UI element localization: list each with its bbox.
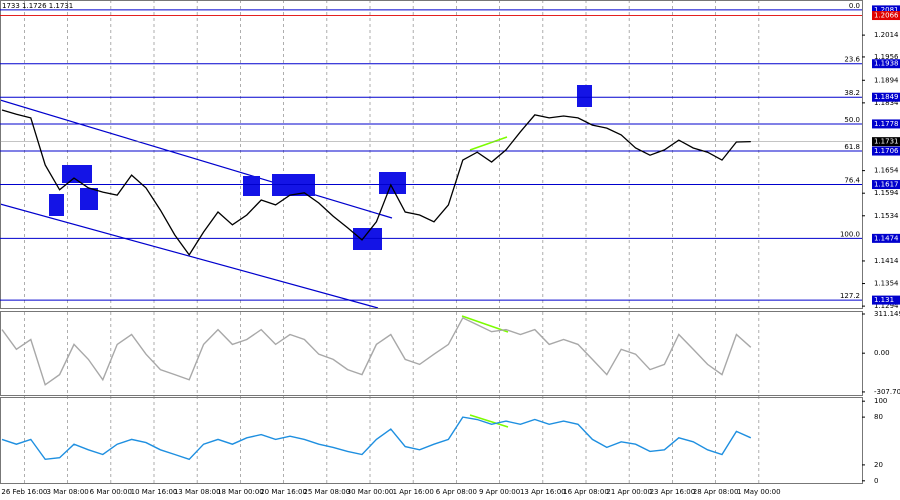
fib-label: 76.4	[844, 177, 860, 185]
y-tick-label: 20	[874, 461, 883, 469]
y-tick-label: 1.1294	[874, 302, 899, 310]
x-tick-label: 6 Mar 00:00	[90, 488, 132, 496]
fib-label: 127.2	[840, 292, 860, 300]
y-tick-label: 1.1834	[874, 99, 899, 107]
y-tick-label: 1.1414	[874, 257, 899, 265]
series-line	[1, 316, 752, 386]
price-box	[872, 180, 900, 190]
y-tick-label: 100	[874, 397, 887, 405]
y-tick-label: 1.1956	[874, 53, 899, 61]
price-box	[872, 146, 900, 156]
x-tick-label: 18 Mar 00:00	[217, 488, 264, 496]
box	[243, 176, 260, 196]
y-tick-label: 1.2014	[874, 31, 899, 39]
x-tick-label: 3 Mar 08:00	[46, 488, 88, 496]
y-tick-label: 0	[874, 477, 878, 485]
fib-label: 38.2	[844, 89, 860, 97]
x-tick-label: 6 Apr 08:00	[436, 488, 477, 496]
price-box-label: 1.1474	[874, 234, 899, 242]
series-line	[1, 109, 751, 257]
price-box-label: 1.1706	[874, 147, 899, 155]
x-tick-label: 16 Apr 08:00	[563, 488, 609, 496]
x-tick-label: 30 Mar 00:00	[347, 488, 394, 496]
channel-upper	[0, 99, 393, 219]
y-tick-label: 1.1354	[874, 280, 899, 288]
box	[62, 165, 92, 183]
channel-lower	[0, 203, 379, 309]
divergence-line	[461, 315, 509, 333]
fib-label: 0.0	[849, 2, 860, 10]
price-box	[872, 92, 900, 102]
y-tick-label: 80	[874, 413, 883, 421]
marker-box	[872, 11, 900, 21]
x-tick-label: 25 Mar 08:00	[303, 488, 350, 496]
divergence-line	[469, 136, 508, 151]
price-box	[872, 59, 900, 69]
box	[353, 228, 382, 250]
grid	[23, 0, 760, 484]
panel-frame	[0, 397, 863, 484]
fib-label: 61.8	[844, 143, 860, 151]
x-tick-label: 1 May 00:00	[737, 488, 781, 496]
price-box-label: 1.1778	[874, 120, 899, 128]
price-box	[872, 119, 900, 129]
pattern-boxes	[49, 85, 592, 250]
fib-label: 100.0	[840, 230, 860, 238]
panel-frame	[0, 0, 863, 309]
x-tick-label: 9 Apr 00:00	[479, 488, 520, 496]
price-box-label: 1.1617	[874, 181, 899, 189]
x-tick-label: 20 Mar 16:00	[260, 488, 307, 496]
y-tick-label: -307.704	[874, 388, 900, 396]
price-box-label: 1.2081	[874, 6, 899, 14]
marker-label: 1.2066	[874, 12, 899, 20]
x-tick-label: 1 Apr 16:00	[393, 488, 434, 496]
y-tick-label: 1.1534	[874, 212, 899, 220]
y-tick-label: 1.1894	[874, 76, 899, 84]
box	[379, 172, 406, 194]
price-box-label: 1.1849	[874, 93, 899, 101]
ohlc-text: 1733 1.1726 1.1731	[2, 2, 73, 10]
y-tick-label: 311.1497	[874, 310, 900, 318]
price-box	[872, 233, 900, 243]
price-box-label: 1.131	[874, 296, 894, 304]
box	[577, 85, 592, 107]
y-tick-label: 0.00	[874, 349, 890, 357]
x-tick-label: 28 Apr 08:00	[693, 488, 739, 496]
box	[80, 188, 98, 210]
x-tick-label: 21 Apr 00:00	[606, 488, 652, 496]
x-tick-label: 13 Apr 16:00	[520, 488, 566, 496]
x-tick-label: 26 Feb 16:00	[1, 488, 47, 496]
divergence-line	[469, 414, 509, 428]
fib-label: 23.6	[844, 56, 860, 64]
fib-label: 50.0	[844, 116, 860, 124]
price-box	[872, 295, 900, 305]
x-tick-label: 13 Mar 08:00	[174, 488, 221, 496]
box	[49, 194, 64, 216]
price-box-label: 1.1938	[874, 60, 899, 68]
y-tick-label: 1.1654	[874, 167, 899, 175]
last-price-label: 1.1731	[874, 138, 899, 146]
series-line	[1, 416, 752, 461]
last-price-box	[872, 137, 900, 147]
price-box	[872, 5, 900, 15]
y-tick-label: 1.1594	[874, 189, 899, 197]
x-tick-label: 23 Apr 16:00	[650, 488, 696, 496]
x-tick-label: 10 Mar 16:00	[131, 488, 178, 496]
